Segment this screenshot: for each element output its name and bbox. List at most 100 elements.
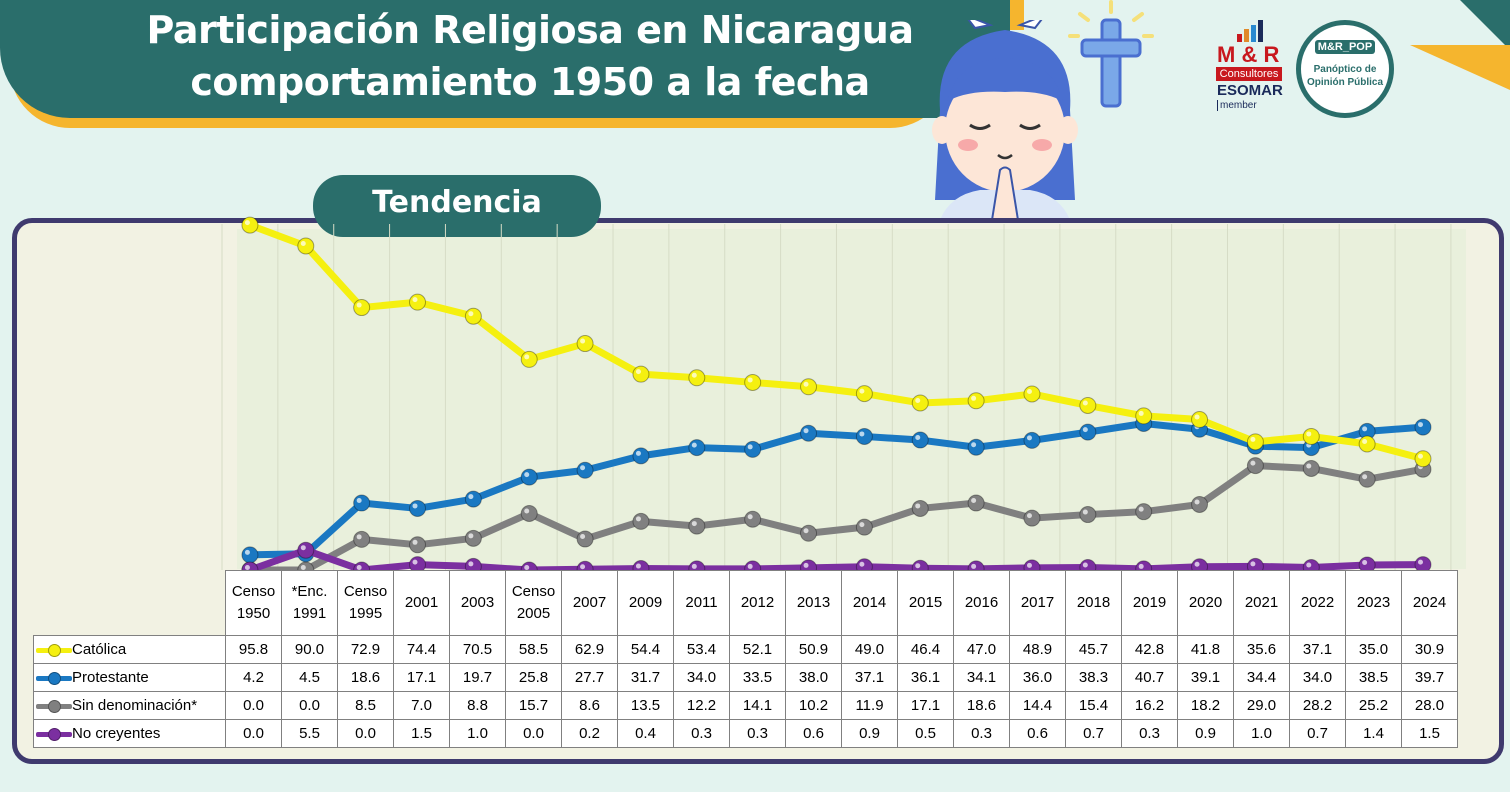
data-point-highlight [1362,559,1368,565]
table-row: Católica 95.8 90.0 72.9 74.4 70.5 58.5 62.9 54.4… [33,635,1458,664]
data-point-highlight [580,338,586,344]
esomar-member-label: member [1217,100,1257,111]
data-point-sin_denominacion [855,518,873,536]
corner-accent [1010,0,1024,30]
data-point-highlight [1362,439,1368,444]
data-label: 30.9 [1401,635,1458,664]
x-tick-label-part: 1995 [348,605,383,622]
x-tick-label: 2017 [1009,570,1066,636]
data-label: 11.9 [841,691,898,720]
data-point-highlight [859,561,865,567]
data-point-highlight [300,241,306,246]
data-label: 36.0 [1009,663,1066,692]
data-point-highlight [1026,435,1032,441]
x-tick-label-part: 2001 [404,594,439,611]
data-point-highlight [747,514,753,520]
data-point-highlight [1082,400,1088,406]
data-point-highlight [635,563,641,569]
table-row: No creyentes 0.0 5.5 0.0 1.5 1.0 0.0 0.2 0.4 0.3 0… [33,719,1458,748]
data-label: 36.1 [897,663,954,692]
data-point-catolica [632,365,650,383]
data-point-highlight [1194,561,1200,567]
data-point-sin_denominacion [1191,495,1209,513]
data-point-highlight [356,498,362,504]
data-label: 34.0 [1289,663,1346,692]
data-point-catolica [409,293,427,311]
data-point-highlight [691,442,697,448]
data-label: 5.5 [281,719,338,748]
data-point-sin_denominacion [688,517,706,535]
data-point-highlight [524,508,530,514]
data-label: 46.4 [897,635,954,664]
data-label: 18.6 [337,663,394,692]
data-point-catolica [1358,435,1376,453]
x-tick-label-part: 1991 [292,605,327,622]
legend-entry: Sin denominación* [33,691,226,720]
data-label: 0.0 [337,719,394,748]
data-label: 14.1 [729,691,786,720]
data-label: 13.5 [617,691,674,720]
data-label: 10.2 [785,691,842,720]
data-label: 38.3 [1065,663,1122,692]
data-label: 0.2 [561,719,618,748]
data-point-highlight [859,388,865,394]
data-label: 0.9 [1177,719,1234,748]
data-point-sin_denominacion [1246,457,1264,475]
series-line-no_creyentes [248,546,1424,574]
data-label: 0.3 [953,719,1010,748]
x-tick-label: 2024 [1401,570,1458,636]
x-tick-label-part: 1950 [236,605,271,622]
data-point-catolica [855,385,873,403]
data-label: 0.0 [225,719,282,748]
title-banner: Participación Religiosa en Nicaragua com… [0,0,1010,118]
data-point-catolica [1079,396,1097,414]
data-point-highlight [1082,427,1088,433]
data-label: 17.1 [393,663,450,692]
data-point-highlight [1250,561,1256,567]
x-tick-label-part: 2015 [908,594,943,611]
x-tick-label: 2011 [673,570,730,636]
data-point-highlight [412,297,418,303]
data-label: 40.7 [1121,663,1178,692]
x-tick-label-part: Censo [511,583,556,600]
data-label: 39.1 [1177,663,1234,692]
series-line-protestante [249,419,1424,559]
data-point-catolica [1023,385,1041,403]
x-tick-label: 2022 [1289,570,1346,636]
x-tick-label: 2003 [449,570,506,636]
data-point-sin_denominacion [1079,506,1097,524]
data-point-sin_denominacion [744,510,762,528]
data-label: 0.3 [673,719,730,748]
bar-chart-icon [1237,20,1263,42]
data-point-highlight [1250,460,1256,466]
data-point-highlight [1026,562,1032,568]
legend-entry: Protestante [33,663,226,692]
x-tick-label: 2016 [953,570,1010,636]
data-point-highlight [635,450,641,456]
data-label: 38.5 [1345,663,1402,692]
data-point-sin_denominacion [967,494,985,512]
data-point-highlight [524,354,530,360]
data-point-highlight [971,498,977,504]
data-point-highlight [1026,513,1032,519]
x-tick-label-part: 2003 [460,594,495,611]
data-point-catolica [297,237,315,255]
data-point-catolica [1246,433,1264,451]
data-point-highlight [859,522,865,528]
legend-dot [48,644,61,658]
data-point-catolica [911,394,929,412]
data-point-highlight [468,561,474,567]
data-label: 4.5 [281,663,338,692]
x-tick-label-part: 2016 [964,594,999,611]
data-point-highlight [468,494,474,500]
data-label: 35.6 [1233,635,1290,664]
data-point-highlight [915,503,921,509]
data-point-protestante [1023,431,1041,449]
x-tick-label-part: 2013 [796,594,831,611]
data-label: 37.1 [1289,635,1346,664]
data-point-highlight [1417,422,1423,428]
mr-logo-name: M & R [1217,42,1280,67]
esomar-label: ESOMAR [1217,82,1283,99]
pop-logo-code: M&R_POP [1314,40,1376,54]
data-label: 70.5 [449,635,506,664]
